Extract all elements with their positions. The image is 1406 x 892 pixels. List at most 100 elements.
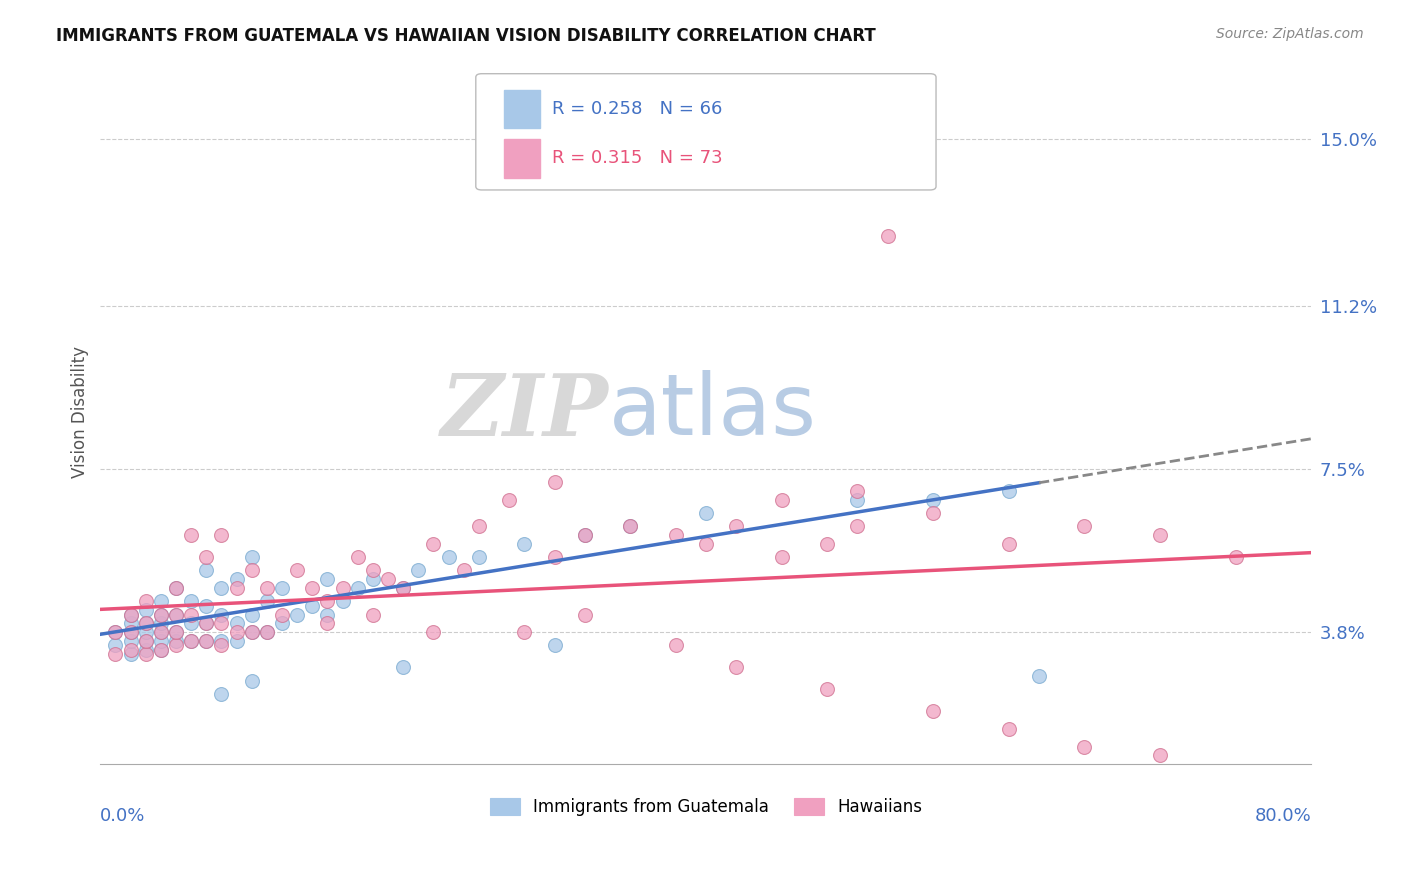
Point	[543, 638, 565, 652]
Point	[211, 581, 233, 595]
Point	[271, 616, 294, 631]
Point	[574, 141, 596, 155]
Point	[165, 638, 187, 652]
Point	[406, 564, 429, 578]
Text: ZIP: ZIP	[441, 370, 609, 454]
Point	[104, 625, 127, 640]
Point	[149, 594, 172, 608]
Point	[180, 528, 202, 542]
Point	[922, 506, 945, 520]
Point	[165, 607, 187, 622]
Point	[120, 607, 142, 622]
Point	[225, 625, 247, 640]
Point	[165, 581, 187, 595]
Point	[120, 625, 142, 640]
Point	[997, 484, 1019, 499]
Point	[240, 625, 263, 640]
Point	[180, 607, 202, 622]
Point	[815, 537, 838, 551]
Point	[135, 603, 157, 617]
Point	[332, 594, 354, 608]
Point	[149, 607, 172, 622]
Point	[225, 572, 247, 586]
Point	[543, 550, 565, 565]
Point	[149, 607, 172, 622]
Point	[195, 550, 218, 565]
Point	[1073, 739, 1095, 754]
Point	[301, 581, 323, 595]
Point	[619, 519, 641, 533]
Point	[695, 537, 717, 551]
Point	[574, 528, 596, 542]
Point	[997, 722, 1019, 736]
Text: 80.0%: 80.0%	[1254, 806, 1312, 824]
Point	[211, 616, 233, 631]
Point	[468, 519, 491, 533]
Point	[922, 493, 945, 508]
Point	[195, 616, 218, 631]
Point	[195, 616, 218, 631]
Point	[437, 550, 460, 565]
Point	[240, 564, 263, 578]
Point	[271, 607, 294, 622]
Point	[211, 634, 233, 648]
Text: R = 0.315   N = 73: R = 0.315 N = 73	[553, 149, 723, 168]
Point	[120, 647, 142, 661]
Point	[997, 537, 1019, 551]
Point	[225, 634, 247, 648]
Point	[619, 519, 641, 533]
Point	[346, 550, 368, 565]
FancyBboxPatch shape	[475, 74, 936, 190]
Point	[120, 634, 142, 648]
Point	[240, 550, 263, 565]
Point	[165, 607, 187, 622]
Point	[135, 625, 157, 640]
Point	[149, 642, 172, 657]
Point	[665, 638, 688, 652]
Point	[211, 528, 233, 542]
Point	[332, 581, 354, 595]
Point	[574, 528, 596, 542]
Point	[211, 687, 233, 701]
Point	[1149, 748, 1171, 763]
Point	[316, 572, 339, 586]
Point	[285, 607, 308, 622]
Point	[256, 594, 278, 608]
Point	[195, 599, 218, 613]
Point	[195, 634, 218, 648]
Point	[361, 564, 384, 578]
Point	[104, 625, 127, 640]
Point	[240, 673, 263, 688]
Text: 0.0%: 0.0%	[100, 806, 146, 824]
Bar	[503, 89, 540, 128]
Point	[195, 564, 218, 578]
Y-axis label: Vision Disability: Vision Disability	[72, 346, 89, 478]
Point	[256, 625, 278, 640]
Text: atlas: atlas	[609, 370, 817, 453]
Point	[695, 506, 717, 520]
Point	[876, 228, 898, 243]
Point	[135, 616, 157, 631]
Point	[361, 607, 384, 622]
Bar	[503, 139, 540, 178]
Point	[135, 642, 157, 657]
Point	[392, 581, 415, 595]
Point	[149, 625, 172, 640]
Point	[392, 660, 415, 674]
Point	[543, 475, 565, 490]
Point	[665, 528, 688, 542]
Point	[240, 625, 263, 640]
Point	[120, 642, 142, 657]
Point	[135, 616, 157, 631]
Point	[180, 634, 202, 648]
Point	[211, 638, 233, 652]
Text: R = 0.258   N = 66: R = 0.258 N = 66	[553, 100, 723, 118]
Point	[1149, 528, 1171, 542]
Point	[165, 625, 187, 640]
Point	[135, 634, 157, 648]
Legend: Immigrants from Guatemala, Hawaiians: Immigrants from Guatemala, Hawaiians	[484, 791, 929, 823]
Point	[104, 638, 127, 652]
Point	[815, 682, 838, 697]
Point	[922, 705, 945, 719]
Point	[256, 625, 278, 640]
